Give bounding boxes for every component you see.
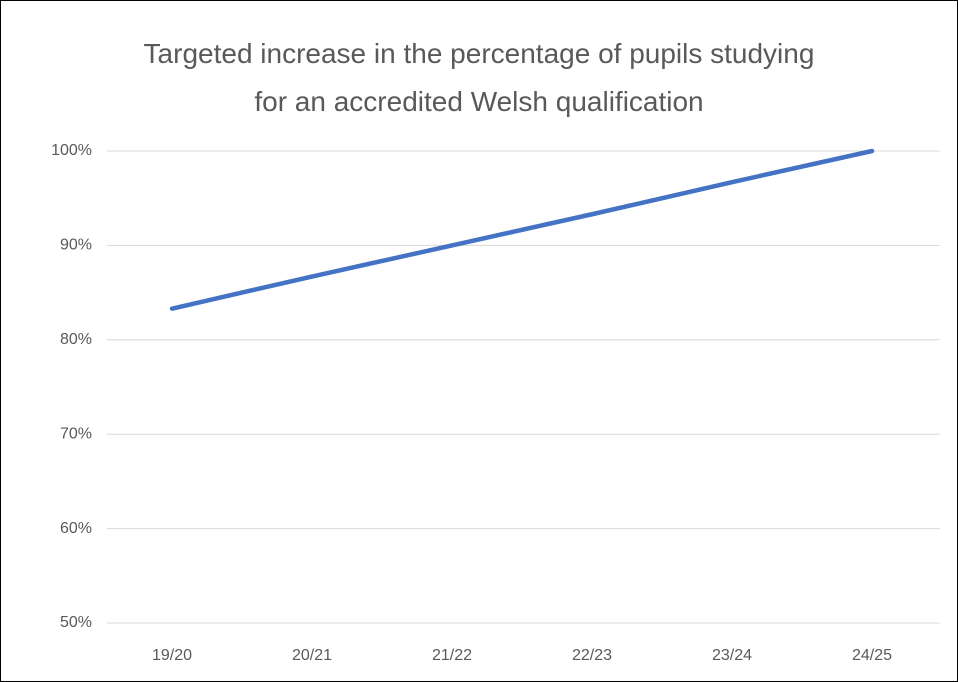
chart-title: Targeted increase in the percentage of p… [143, 38, 815, 117]
x-tick-label: 21/22 [432, 647, 472, 664]
x-tick-label: 20/21 [292, 647, 332, 664]
y-tick-label: 80% [60, 331, 92, 348]
y-tick-label: 90% [60, 237, 92, 254]
y-tick-label: 100% [51, 142, 92, 159]
x-tick-label: 24/25 [852, 647, 892, 664]
y-tick-label: 50% [60, 614, 92, 631]
x-tick-label: 23/24 [712, 647, 752, 664]
y-tick-label: 70% [60, 425, 92, 442]
y-tick-label: 60% [60, 520, 92, 537]
x-tick-label: 22/23 [572, 647, 612, 664]
data-line [169, 148, 875, 311]
x-tick-label: 19/20 [152, 647, 192, 664]
